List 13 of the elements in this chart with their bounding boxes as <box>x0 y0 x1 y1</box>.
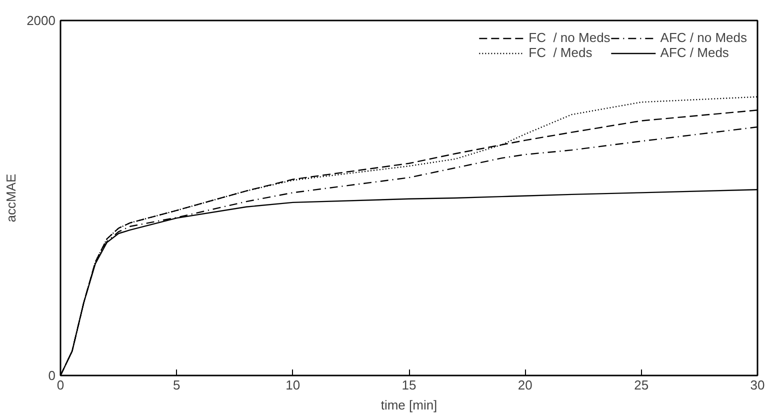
x-tick-label: 10 <box>286 378 300 392</box>
legend-label: FC / Meds <box>528 45 592 60</box>
legend-label: AFC / no Meds <box>660 30 747 45</box>
x-axis-title: time [min] <box>380 398 438 412</box>
legend-label: AFC / Meds <box>660 45 729 60</box>
y-axis-title: accMAE <box>4 173 19 222</box>
y-tick-label: 2000 <box>26 13 56 28</box>
x-tick-label: 25 <box>634 378 649 392</box>
x-tick-label: 20 <box>518 378 532 392</box>
legend-label: FC / no Meds <box>528 30 610 45</box>
x-tick-label: 30 <box>750 378 765 392</box>
x-tick-label: 15 <box>402 378 416 392</box>
x-tick-label: 5 <box>173 378 180 392</box>
